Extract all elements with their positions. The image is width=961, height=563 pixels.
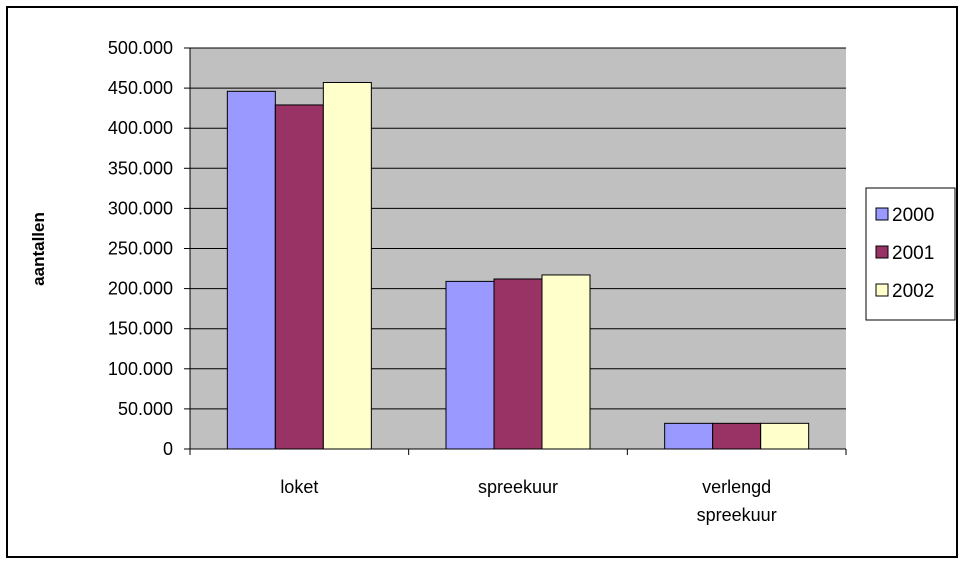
bar-2002-2 xyxy=(760,422,810,450)
y-tick-label: 350.000 xyxy=(108,158,173,178)
legend-label: 2000 xyxy=(892,205,934,226)
bar-2001-1 xyxy=(493,278,543,450)
bar-2000-2 xyxy=(664,422,714,450)
x-category-label: spreekuur xyxy=(478,477,558,497)
bar-2000-1 xyxy=(445,280,495,450)
y-tick-label: 200.000 xyxy=(108,279,173,299)
legend-swatch-2002 xyxy=(875,283,889,297)
legend-label: 2001 xyxy=(892,243,934,264)
x-category-label: verlengd xyxy=(702,477,771,497)
x-category-label: spreekuur xyxy=(697,505,777,525)
bar-2001-2 xyxy=(712,422,762,450)
y-tick-label: 450.000 xyxy=(108,78,173,98)
bar-2001-0 xyxy=(274,104,324,450)
y-tick-label: 250.000 xyxy=(108,239,173,259)
bar-2002-1 xyxy=(541,274,591,450)
bar-2000-0 xyxy=(226,90,276,450)
bar-2002-0 xyxy=(322,81,372,450)
y-tick-label: 0 xyxy=(163,439,173,459)
y-tick-label: 400.000 xyxy=(108,118,173,138)
legend-label: 2002 xyxy=(892,281,934,302)
y-tick-label: 300.000 xyxy=(108,198,173,218)
y-axis-label: aantallen xyxy=(29,212,48,286)
y-tick-label: 150.000 xyxy=(108,319,173,339)
x-category-label: loket xyxy=(280,477,318,497)
legend-swatch-2001 xyxy=(875,245,889,259)
y-tick-label: 500.000 xyxy=(108,38,173,58)
y-tick-label: 100.000 xyxy=(108,359,173,379)
legend-swatch-2000 xyxy=(875,207,889,221)
y-tick-label: 50.000 xyxy=(118,399,173,419)
